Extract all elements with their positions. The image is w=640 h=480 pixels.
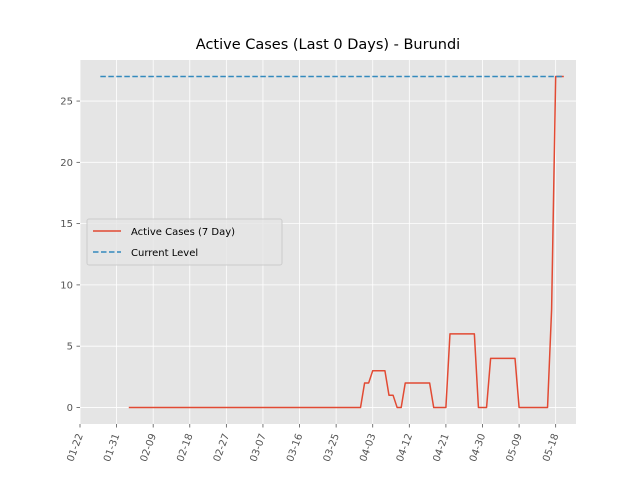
legend-box — [86, 218, 283, 266]
series-layer — [100, 75, 564, 409]
y-tick-label: 5 — [67, 342, 73, 353]
series-line-active-cases — [128, 75, 564, 409]
y-axis: 0 5 10 15 20 25 — [60, 97, 80, 414]
legend-label-active-cases: Active Cases (7 Day) — [131, 227, 235, 238]
y-tick-label: 15 — [60, 219, 73, 230]
grid-lines — [79, 60, 576, 424]
y-tick-label: 0 — [67, 403, 73, 414]
chart-title: Active Cases (Last 0 Days) - Burundi — [196, 37, 460, 53]
legend: Active Cases (7 Day) Current Level — [86, 218, 283, 266]
y-tick-label: 25 — [60, 97, 73, 108]
legend-label-current-level: Current Level — [131, 248, 198, 259]
y-tick-label: 10 — [60, 280, 73, 291]
y-tick-label: 20 — [60, 158, 73, 169]
